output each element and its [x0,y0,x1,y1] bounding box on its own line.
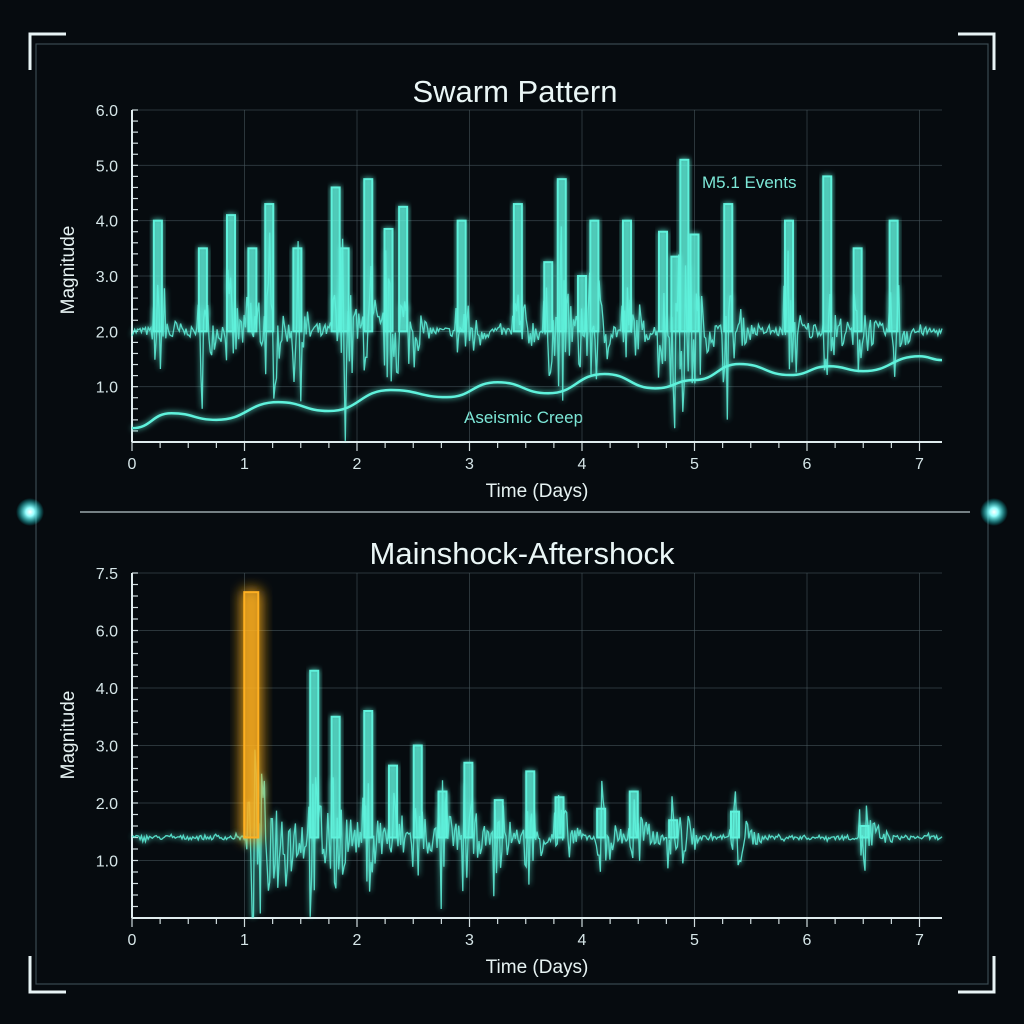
y-tick-label: 4.0 [96,681,118,698]
event-bar [622,219,632,333]
x-tick-label: 4 [578,456,587,473]
event-bar [658,230,668,333]
event-bar [554,796,565,839]
event-bar [589,219,600,333]
glow-dot [980,498,1008,526]
event-bar [152,219,163,333]
x-tick-label: 1 [240,456,249,473]
y-tick-label: 2.0 [96,796,118,813]
y-tick-label: 3.0 [96,269,118,286]
event-bar [330,715,341,839]
event-bar [859,825,870,839]
event-bar [383,227,394,333]
chart-title: Swarm Pattern [412,74,617,109]
corner-bracket [958,956,996,994]
event-bar [577,275,587,333]
mainshock-chart: Mainshock-Aftershock Time (Days) Magnitu… [58,536,943,978]
x-axis-label: Time (Days) [486,957,589,978]
y-tick-label: 2.0 [96,324,118,341]
event-bar [437,790,448,839]
event-bar [512,203,523,333]
y-tick-label: 1.0 [96,380,118,397]
frame [16,32,1008,994]
event-bar [247,247,258,333]
event-bar [679,158,690,333]
x-tick-label: 2 [353,932,362,949]
swarm-chart: Swarm Pattern Time (Days) Magnitude M5.1… [58,74,943,502]
event-bar [330,186,341,333]
corner-bracket [958,32,996,70]
event-bar [363,178,374,333]
event-bar [525,770,536,839]
chart-title: Mainshock-Aftershock [370,536,675,571]
event-bar [852,247,863,333]
annotation-events: M5.1 Events [702,173,797,192]
event-bar [596,807,607,839]
annotation-creep: Aseismic Creep [464,408,583,427]
x-tick-label: 4 [578,932,587,949]
y-axis-label: Magnitude [58,226,79,315]
x-tick-label: 5 [690,932,699,949]
event-bar [668,819,679,839]
event-bar [628,790,639,839]
x-tick-label: 5 [690,456,699,473]
event-bar [670,255,681,333]
event-bar [730,810,740,839]
event-bar [388,764,398,839]
y-tick-label: 1.0 [96,854,118,871]
event-bar [398,205,409,333]
x-tick-label: 2 [353,456,362,473]
x-tick-label: 3 [465,932,474,949]
event-bar [197,247,208,333]
y-tick-label: 6.0 [96,624,118,641]
seismic-waveform [131,749,943,918]
event-bar [556,178,567,333]
event-bar [723,203,734,333]
x-tick-label: 3 [465,456,474,473]
event-bar [412,744,423,839]
y-tick-label: 4.0 [96,214,118,231]
x-tick-label: 6 [803,456,812,473]
creep-curve [131,354,943,430]
event-bar [226,214,236,333]
x-tick-label: 0 [128,932,137,949]
x-axis-label: Time (Days) [486,481,589,502]
event-bar [292,247,303,333]
event-bar [689,233,700,333]
event-bar [339,247,350,333]
y-axis-label: Magnitude [58,691,79,780]
event-bar [363,710,374,839]
x-tick-label: 0 [128,456,137,473]
y-tick-label: 3.0 [96,739,118,756]
event-bar [456,219,467,333]
glow-dot [16,498,44,526]
y-tick-label: 7.5 [96,566,118,583]
y-tick-label: 6.0 [96,103,118,120]
y-tick-label: 5.0 [96,158,118,175]
corner-bracket [28,32,66,70]
event-bar [309,669,320,839]
event-bar [493,799,504,839]
event-bar [822,175,833,333]
event-bar [888,219,899,333]
event-bar [463,761,474,839]
event-bar [543,261,554,333]
x-tick-label: 1 [240,932,249,949]
x-tick-label: 6 [803,932,812,949]
event-bar [264,203,275,333]
event-bar [784,219,794,333]
x-tick-label: 7 [915,456,924,473]
x-tick-label: 7 [915,932,924,949]
mainshock-bar [243,591,260,839]
corner-bracket [28,956,66,994]
